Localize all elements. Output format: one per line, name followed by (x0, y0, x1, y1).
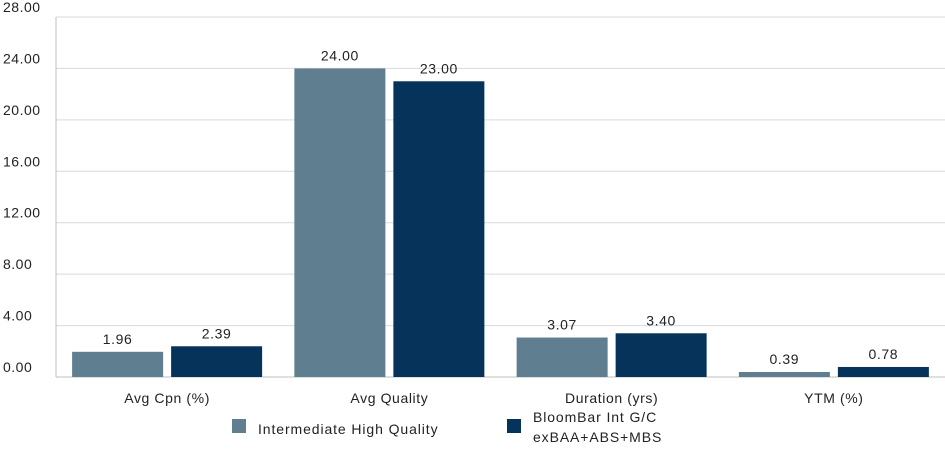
x-category-label: YTM (%) (804, 390, 863, 406)
legend-item-series-1: Intermediate High Quality (232, 419, 438, 439)
data-label: 3.40 (646, 312, 676, 328)
data-label: 3.07 (547, 317, 577, 333)
data-label: 1.96 (103, 331, 133, 347)
data-label: 2.39 (202, 325, 232, 341)
x-category-label: Avg Quality (350, 390, 428, 406)
bar (738, 371, 830, 377)
y-tick-label: 8.00 (3, 256, 32, 272)
legend-swatch-series-2 (507, 419, 521, 433)
data-label: 23.00 (420, 60, 458, 76)
x-category-label: Duration (yrs) (565, 390, 658, 406)
y-tick-label: 12.00 (3, 205, 41, 221)
bar (72, 351, 164, 377)
legend-swatch-series-1 (232, 419, 246, 433)
bar (294, 68, 386, 377)
bar (171, 346, 263, 377)
legend-label-series-2: BloomBar Int G/C exBAA+ABS+MBS (533, 409, 663, 445)
y-tick-label: 16.00 (3, 153, 41, 169)
x-category-label: Avg Cpn (%) (124, 390, 210, 406)
bar (393, 81, 485, 378)
y-tick-label: 20.00 (3, 102, 41, 118)
legend: Intermediate High Quality BloomBar Int G… (232, 409, 932, 471)
y-tick-label: 0.00 (3, 359, 32, 375)
y-tick-label: 28.00 (3, 0, 41, 15)
legend-item-series-2: BloomBar Int G/C exBAA+ABS+MBS (507, 407, 662, 447)
data-label: 24.00 (321, 47, 359, 63)
bar (516, 337, 608, 377)
y-tick-label: 24.00 (3, 50, 41, 66)
bar (837, 366, 929, 377)
y-tick-label: 4.00 (3, 308, 32, 324)
bar (615, 333, 707, 377)
legend-label-series-1: Intermediate High Quality (258, 421, 439, 437)
data-label: 0.78 (869, 346, 899, 362)
data-label: 0.39 (770, 351, 800, 367)
